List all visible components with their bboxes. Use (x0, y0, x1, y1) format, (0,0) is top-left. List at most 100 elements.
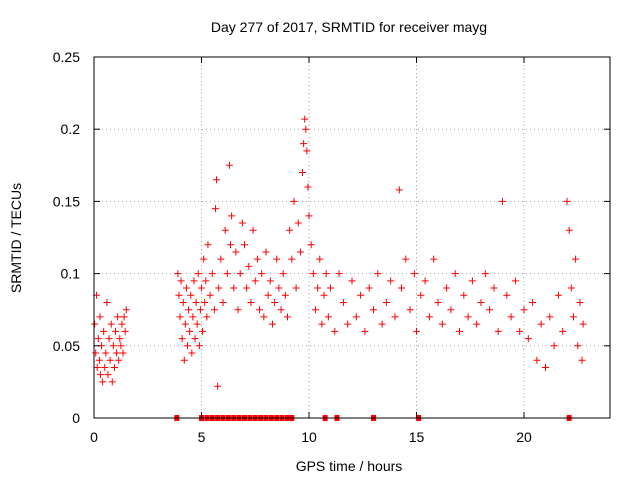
data-point (215, 284, 223, 292)
data-point (305, 212, 313, 220)
data-point (107, 320, 115, 328)
data-point (301, 115, 309, 123)
data-point (208, 270, 216, 278)
y-tick-label: 0.25 (53, 49, 80, 65)
plot-border (93, 56, 611, 419)
data-point (382, 298, 390, 306)
data-point (219, 298, 227, 306)
data-point (121, 327, 129, 335)
data-point (365, 284, 373, 292)
data-point (335, 270, 343, 278)
data-point (196, 306, 204, 314)
data-point (262, 248, 270, 256)
data-point (320, 291, 328, 299)
data-point (460, 291, 468, 299)
data-point (198, 284, 205, 292)
data-point (361, 327, 369, 335)
data-point (186, 327, 194, 335)
data-point (318, 320, 326, 328)
data-point (430, 255, 438, 263)
data-point (279, 270, 287, 278)
data-point (421, 277, 429, 285)
data-point (103, 298, 111, 306)
data-point (314, 284, 322, 292)
data-point (516, 327, 524, 335)
data-point (391, 313, 399, 321)
data-point (352, 313, 360, 321)
y-tick-label: 0.05 (53, 338, 80, 354)
data-point (529, 298, 537, 306)
data-point (370, 306, 377, 314)
y-tick-label: 0.2 (61, 121, 81, 137)
data-point (251, 277, 259, 285)
grid-lines (94, 57, 610, 418)
data-point (537, 320, 545, 328)
data-point (281, 291, 289, 299)
data-point (227, 241, 235, 249)
data-point (117, 342, 125, 350)
x-tick-label: 0 (90, 429, 98, 445)
data-point (101, 363, 109, 371)
data-point (236, 270, 244, 278)
data-point (210, 306, 218, 314)
data-point (327, 284, 334, 292)
data-point (179, 298, 187, 306)
data-point (507, 313, 515, 321)
data-point (266, 277, 274, 285)
data-point (110, 363, 118, 371)
data-point (113, 349, 121, 357)
data-point (410, 270, 418, 278)
data-point (550, 342, 558, 350)
data-point (387, 277, 395, 285)
data-point (402, 255, 410, 263)
data-point (189, 313, 197, 321)
data-point (378, 320, 386, 328)
data-point (542, 363, 549, 371)
data-point (247, 298, 255, 306)
data-point (245, 262, 253, 270)
data-point (339, 298, 347, 306)
data-point (221, 226, 229, 234)
data-point (303, 147, 311, 155)
x-tick-label: 15 (409, 429, 425, 445)
data-point (294, 219, 302, 227)
data-point (100, 327, 108, 335)
data-point (464, 313, 472, 321)
data-point (348, 277, 356, 285)
data-point (185, 306, 193, 314)
data-point (200, 255, 208, 263)
data-point (565, 226, 573, 234)
data-point (569, 313, 577, 321)
data-point (203, 313, 211, 321)
data-point (99, 378, 107, 386)
data-point (238, 219, 246, 227)
data-point (288, 255, 296, 263)
data-point (190, 277, 198, 285)
x-axis-label: GPS time / hours (296, 458, 403, 474)
data-point (213, 176, 221, 184)
data-point (109, 342, 117, 350)
data-point (296, 248, 304, 256)
data-point (451, 270, 459, 278)
x-tick-label: 20 (516, 429, 532, 445)
data-point (92, 349, 100, 357)
data-point (473, 320, 481, 328)
data-point (191, 335, 199, 343)
data-point (177, 277, 185, 285)
data-point (174, 270, 182, 278)
data-point (468, 277, 476, 285)
data-point (234, 306, 242, 314)
data-point (118, 320, 126, 328)
data-point (204, 241, 212, 249)
chart-title: Day 277 of 2017, SRMTID for receiver may… (211, 19, 487, 35)
data-point (188, 349, 196, 357)
data-point (211, 205, 219, 213)
data-point (102, 349, 110, 357)
data-point (574, 342, 582, 350)
data-point (192, 298, 200, 306)
data-point (175, 291, 183, 299)
data-point (563, 197, 571, 205)
data-point (290, 197, 298, 205)
data-point (176, 313, 184, 321)
data-point (481, 270, 489, 278)
